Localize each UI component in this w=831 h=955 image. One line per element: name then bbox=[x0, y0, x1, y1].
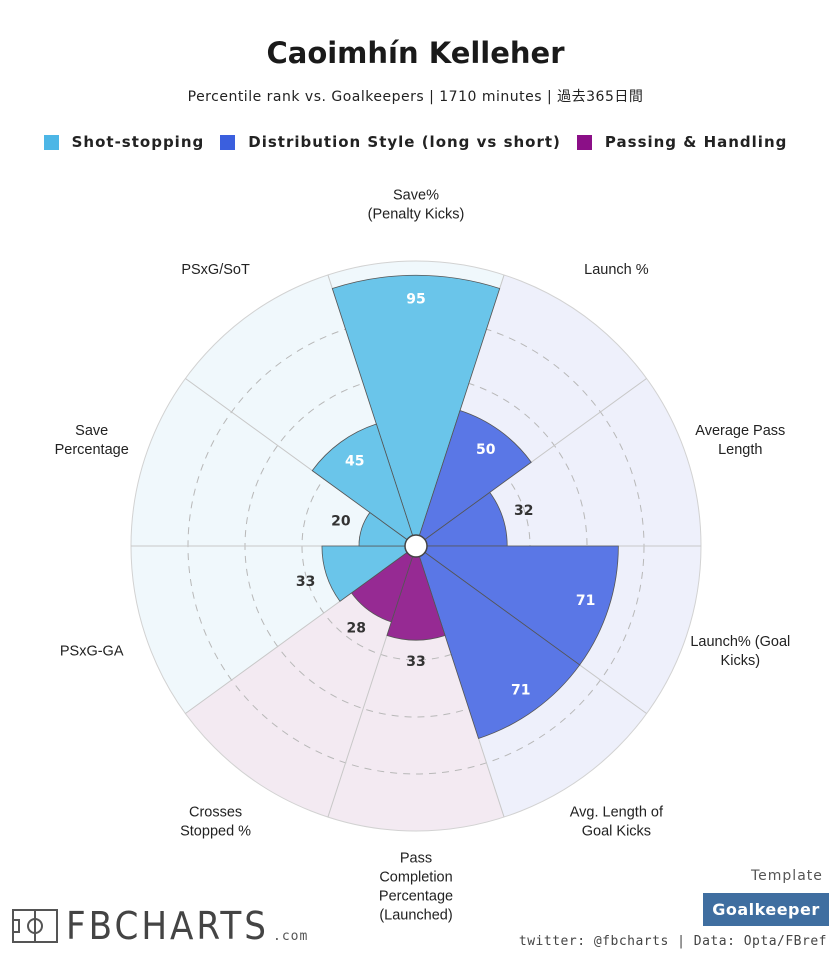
metric-label-line: Save% bbox=[393, 188, 439, 204]
bar-1 bbox=[331, 274, 501, 548]
metric-label-line: Percentage bbox=[55, 442, 129, 458]
metric-label-9: Save Percentage bbox=[55, 423, 129, 458]
legend-item-passing[interactable]: Passing & Handling bbox=[576, 133, 788, 151]
metric-label-line: (Launched) bbox=[379, 908, 452, 924]
metric-label-line: Launch % bbox=[584, 262, 649, 278]
metric-label-line: Stopped % bbox=[180, 823, 251, 839]
value-label-7: 28 bbox=[346, 620, 365, 636]
bar-6 bbox=[386, 544, 446, 641]
logo-text: FBCHARTS bbox=[66, 904, 269, 948]
legend-label-shot-stopping: Shot-stopping bbox=[71, 133, 205, 151]
center-hole bbox=[404, 534, 428, 558]
value-label-9: 20 bbox=[331, 514, 351, 530]
metric-label-10: PSxG/SoT bbox=[181, 262, 250, 278]
background-wedge bbox=[327, 546, 505, 831]
metric-label-6: Pass Completion Percentage (Launched) bbox=[379, 851, 453, 924]
legend-item-distribution[interactable]: Distribution Style (long vs short) bbox=[220, 133, 561, 151]
metric-label-line: PSxG/SoT bbox=[181, 262, 250, 278]
bar-8 bbox=[321, 545, 418, 602]
bar-5 bbox=[415, 544, 581, 739]
legend-swatch-distribution bbox=[220, 134, 236, 150]
metric-label-line: Length bbox=[718, 442, 762, 458]
value-label-4: 71 bbox=[576, 593, 595, 609]
metric-label-4: Launch% (Goal Kicks) bbox=[690, 634, 790, 669]
logo-suffix: .com bbox=[273, 929, 309, 944]
value-label-6: 33 bbox=[406, 654, 425, 670]
metric-label-5: Avg. Length of Goal Kicks bbox=[570, 804, 664, 839]
value-label-3: 32 bbox=[514, 503, 533, 519]
page-subtitle: Percentile rank vs. Goalkeepers | 1710 m… bbox=[187, 89, 644, 105]
legend: Shot-stopping Distribution Style (long v… bbox=[0, 133, 831, 151]
legend-item-shot-stopping[interactable]: Shot-stopping bbox=[43, 133, 205, 151]
metric-label-line: Avg. Length of bbox=[570, 804, 664, 820]
value-label-1: 95 bbox=[406, 291, 425, 307]
bar-2 bbox=[415, 409, 532, 548]
template-badge[interactable]: Goalkeeper bbox=[703, 893, 829, 926]
data-credit: twitter: @fbcharts | Data: Opta/FBref bbox=[518, 934, 827, 949]
background-wedge bbox=[131, 378, 416, 546]
metric-label-line: Save bbox=[75, 423, 108, 439]
metric-label-3: Average Pass Length bbox=[695, 423, 785, 458]
metric-label-line: Crosses bbox=[189, 804, 242, 820]
metric-label-line: (Penalty Kicks) bbox=[368, 207, 465, 223]
metric-label-line: Average Pass bbox=[695, 423, 785, 439]
value-label-5: 71 bbox=[511, 682, 530, 698]
legend-label-passing: Passing & Handling bbox=[604, 133, 788, 151]
pitch-icon bbox=[12, 909, 58, 943]
metric-label-line: Pass bbox=[400, 851, 432, 867]
metric-label-line: Goal Kicks bbox=[582, 823, 651, 839]
bar-4 bbox=[414, 545, 619, 666]
background-wedge bbox=[185, 546, 416, 818]
legend-label-distribution: Distribution Style (long vs short) bbox=[248, 133, 561, 151]
metric-label-2: Launch % bbox=[584, 262, 649, 278]
metric-label-line: Completion bbox=[379, 870, 452, 886]
value-label-2: 50 bbox=[476, 442, 496, 458]
metric-label-line: Percentage bbox=[379, 889, 453, 905]
page-title: Caoimhín Kelleher bbox=[266, 36, 565, 70]
metric-label-line: PSxG-GA bbox=[60, 643, 124, 659]
bar-10 bbox=[311, 423, 417, 548]
value-label-8: 33 bbox=[296, 574, 315, 590]
metric-label-line: Launch% (Goal bbox=[690, 634, 790, 650]
metric-label-7: Crosses Stopped % bbox=[180, 804, 251, 839]
fbcharts-logo: FBCHARTS .com bbox=[12, 904, 309, 948]
metric-label-8: PSxG-GA bbox=[60, 643, 124, 659]
metric-label-line: Kicks) bbox=[721, 653, 760, 669]
metric-label-1: Save% (Penalty Kicks) bbox=[368, 188, 465, 223]
legend-swatch-shot-stopping bbox=[43, 134, 59, 150]
legend-swatch-passing bbox=[576, 134, 592, 150]
template-label: Template bbox=[751, 868, 823, 884]
value-label-10: 45 bbox=[345, 454, 364, 470]
